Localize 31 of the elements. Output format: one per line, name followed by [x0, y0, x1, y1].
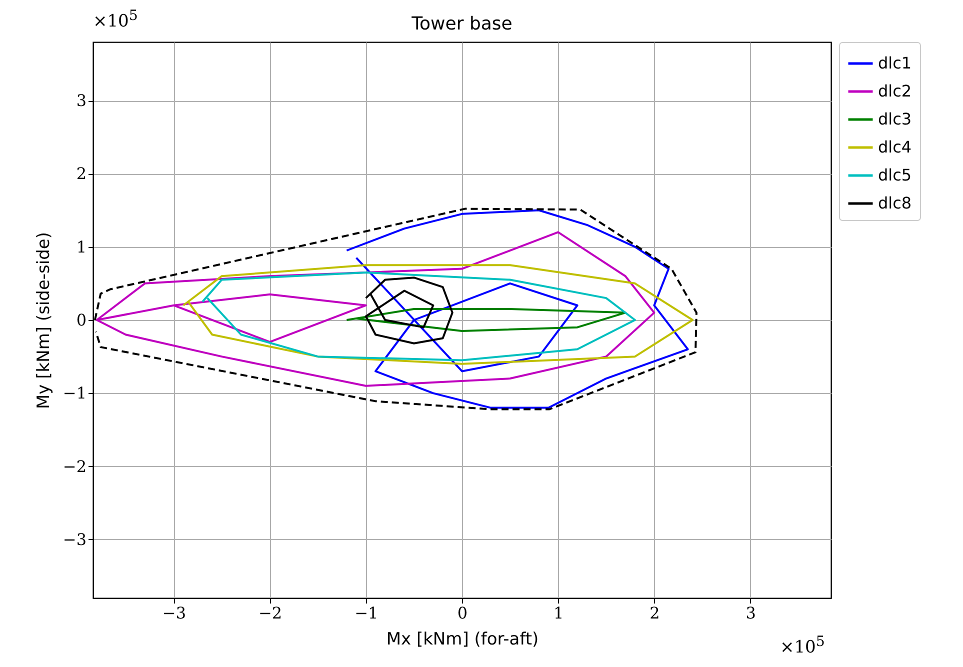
y-tick-label: 2 — [76, 164, 86, 184]
legend-label: dlc1 — [878, 54, 912, 72]
x-tick-label: 3 — [746, 604, 756, 622]
line-series — [202, 271, 636, 362]
line-series — [346, 308, 626, 332]
x-tick-label: 2 — [650, 604, 660, 622]
y-tick-label: −1 — [62, 384, 86, 403]
line-series — [346, 209, 689, 409]
text: ×10$^{5}$ — [93, 8, 138, 32]
x-tick-label: −1 — [354, 604, 378, 622]
x-axis-title: Mx [kNm] (for-aft) — [386, 630, 539, 650]
text: ×10$^{5}$ — [780, 634, 825, 658]
legend-label: dlc2 — [878, 82, 912, 100]
legend-label: dlc5 — [878, 166, 912, 184]
x-tick-label: −2 — [258, 604, 282, 622]
legend-label: dlc3 — [878, 110, 912, 128]
y-tick-label: 1 — [76, 237, 86, 256]
y-axis-title: My [kNm] (side-side) — [34, 232, 54, 409]
x-tick-label: 0 — [457, 604, 468, 622]
y-tick-label: 0 — [76, 310, 86, 330]
legend-label: dlc8 — [878, 194, 912, 212]
x-tick-label: 1 — [554, 604, 564, 622]
x-tick-label: −3 — [162, 604, 186, 622]
y-tick-label: −2 — [62, 456, 86, 476]
line-series — [182, 264, 694, 365]
chart-title: Tower base — [410, 14, 512, 34]
line-series — [364, 276, 454, 344]
y-tick-label: −3 — [62, 530, 86, 549]
line-series — [96, 231, 656, 387]
legend-label: dlc4 — [878, 138, 912, 156]
y-tick-label: 3 — [76, 91, 86, 110]
